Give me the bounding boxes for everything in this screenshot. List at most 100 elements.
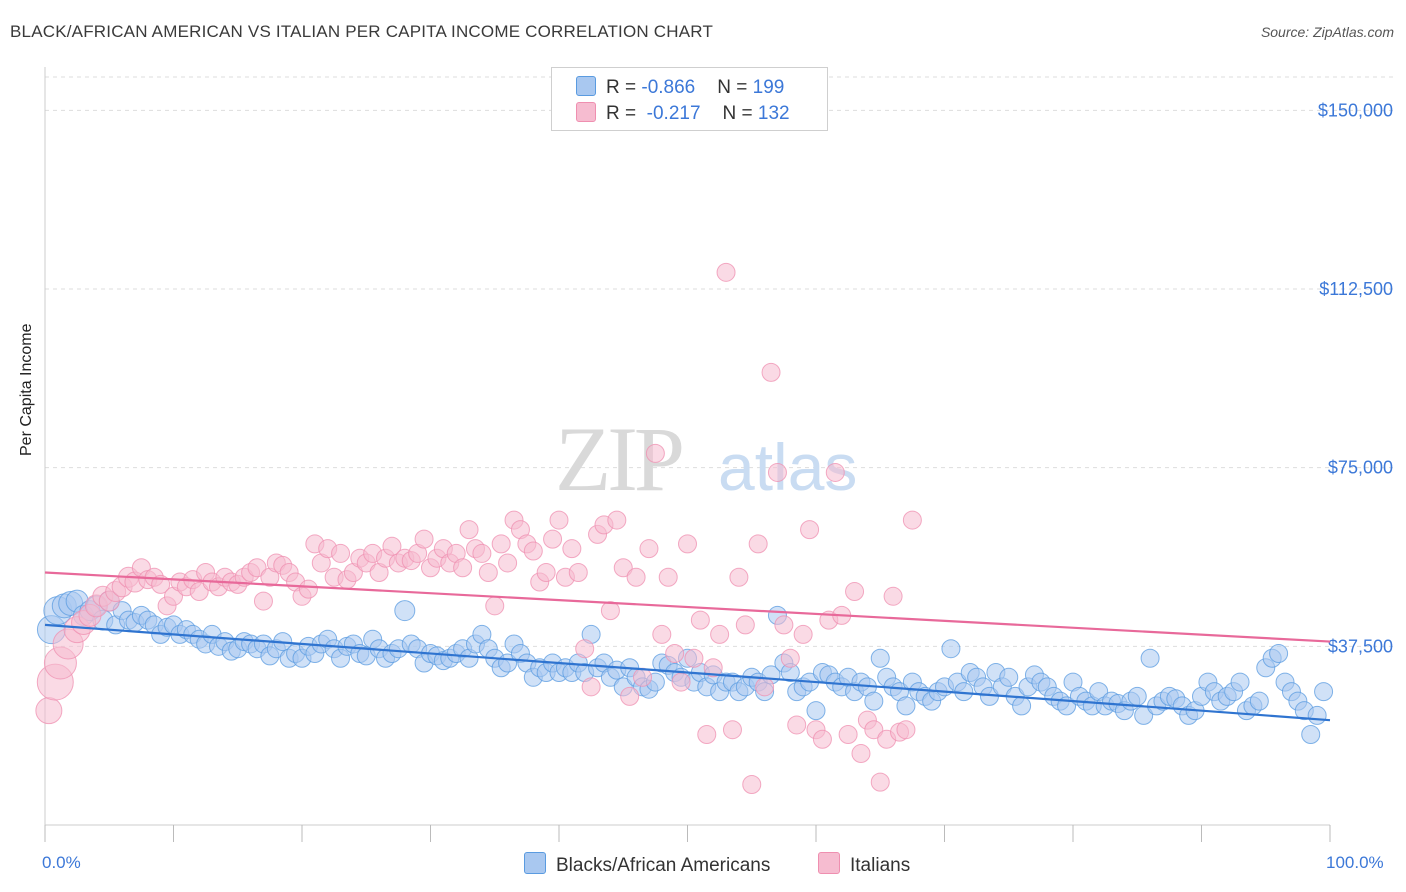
watermark-zip: ZIP	[555, 408, 682, 510]
data-point-italians	[665, 643, 685, 663]
data-point-italians	[716, 262, 736, 282]
data-point-italians	[774, 615, 794, 635]
data-point-italians	[549, 510, 569, 530]
legend-row-italians: R = -0.217 N = 132	[576, 102, 790, 126]
data-point-blacks	[1307, 705, 1327, 725]
data-point-blacks	[999, 667, 1019, 687]
n-label: N =	[722, 103, 758, 124]
data-point-italians	[780, 648, 800, 668]
data-point-italians	[671, 672, 691, 692]
data-point-italians	[620, 686, 640, 706]
data-point-italians	[536, 562, 556, 582]
x-tick-label-100: 100.0%	[1326, 853, 1384, 872]
legend-label: Blacks/African Americans	[556, 855, 771, 876]
data-point-blacks	[896, 696, 916, 716]
data-point-italians	[581, 677, 601, 697]
data-point-blacks	[1230, 672, 1250, 692]
data-point-italians	[491, 534, 511, 554]
y-axis-label: Per Capita Income	[18, 323, 35, 456]
data-point-italians	[613, 558, 633, 578]
data-point-blacks	[941, 639, 961, 659]
data-point-italians	[652, 624, 672, 644]
legend-label: Italians	[850, 855, 911, 876]
data-point-blacks	[1301, 724, 1321, 744]
data-point-italians	[729, 567, 749, 587]
r-value: -0.866	[641, 77, 696, 98]
data-point-italians	[767, 462, 787, 482]
data-point-italians	[902, 510, 922, 530]
r-label: R =	[606, 103, 642, 124]
x-tick-label-0: 0.0%	[42, 853, 81, 872]
r-label: R =	[606, 77, 642, 98]
data-point-italians	[633, 667, 653, 687]
correlation-legend: R = -0.866 N = 199 R = -0.217 N = 132	[551, 67, 828, 131]
data-point-blacks	[806, 701, 826, 721]
data-point-italians	[800, 520, 820, 540]
data-point-italians	[748, 534, 768, 554]
data-point-italians	[658, 567, 678, 587]
data-point-italians	[755, 677, 775, 697]
legend-swatch-pink	[818, 852, 840, 874]
data-point-italians	[414, 529, 434, 549]
data-point-italians	[600, 601, 620, 621]
legend-swatch-blue	[524, 852, 546, 874]
data-point-italians	[710, 624, 730, 644]
legend-item-blacks: Blacks/African Americans	[524, 852, 770, 877]
data-point-blacks	[1314, 682, 1334, 702]
y-tick-label: $112,500	[1319, 279, 1393, 299]
chart-title: BLACK/AFRICAN AMERICAN VS ITALIAN PER CA…	[10, 22, 714, 41]
data-point-italians	[626, 567, 646, 587]
data-point-italians	[607, 510, 627, 530]
data-point-italians	[478, 562, 498, 582]
data-point-italians	[498, 553, 518, 573]
n-value: 132	[757, 103, 790, 124]
data-point-italians	[575, 639, 595, 659]
data-point-italians	[523, 541, 543, 561]
y-tick-label: $150,000	[1318, 100, 1393, 120]
legend-item-italians: Italians	[818, 852, 910, 877]
data-point-italians	[896, 720, 916, 740]
data-point-blacks	[870, 648, 890, 668]
data-point-blacks	[1127, 686, 1147, 706]
trend-line-blacks	[44, 623, 1331, 722]
data-point-italians	[845, 582, 865, 602]
data-point-italians	[543, 529, 563, 549]
data-point-blacks	[864, 691, 884, 711]
legend-swatch-blue	[576, 76, 596, 96]
data-point-italians	[298, 579, 318, 599]
data-point-italians	[678, 534, 697, 554]
data-point-italians	[639, 539, 659, 559]
data-point-italians	[690, 610, 710, 630]
data-point-italians	[35, 697, 63, 725]
data-point-italians	[247, 558, 267, 578]
data-point-italians	[761, 362, 781, 382]
data-point-italians	[382, 536, 402, 556]
data-point-blacks	[1249, 691, 1269, 711]
data-point-italians	[453, 558, 473, 578]
data-point-italians	[189, 582, 209, 602]
data-point-italians	[722, 720, 742, 740]
data-point-italians	[645, 443, 665, 463]
data-point-italians	[870, 772, 890, 792]
data-point-blacks	[1012, 696, 1032, 716]
data-point-italians	[742, 775, 762, 795]
data-point-italians	[883, 586, 903, 606]
n-label: N =	[717, 77, 753, 98]
data-point-blacks	[394, 600, 416, 622]
y-tick-label: $37,500	[1328, 636, 1393, 656]
data-point-italians	[703, 658, 723, 678]
trend-line-italians	[44, 571, 1331, 643]
data-point-italians	[562, 539, 582, 559]
data-point-italians	[825, 462, 845, 482]
data-point-blacks	[1269, 643, 1289, 663]
data-point-italians	[864, 720, 884, 740]
data-point-italians	[812, 729, 832, 749]
n-value: 199	[752, 77, 785, 98]
data-point-italians	[787, 715, 807, 735]
r-value: -0.217	[641, 103, 701, 124]
data-point-italians	[735, 615, 755, 635]
chart-source: Source: ZipAtlas.com	[1260, 24, 1394, 40]
data-point-italians	[838, 724, 858, 744]
legend-swatch-pink	[576, 102, 596, 122]
